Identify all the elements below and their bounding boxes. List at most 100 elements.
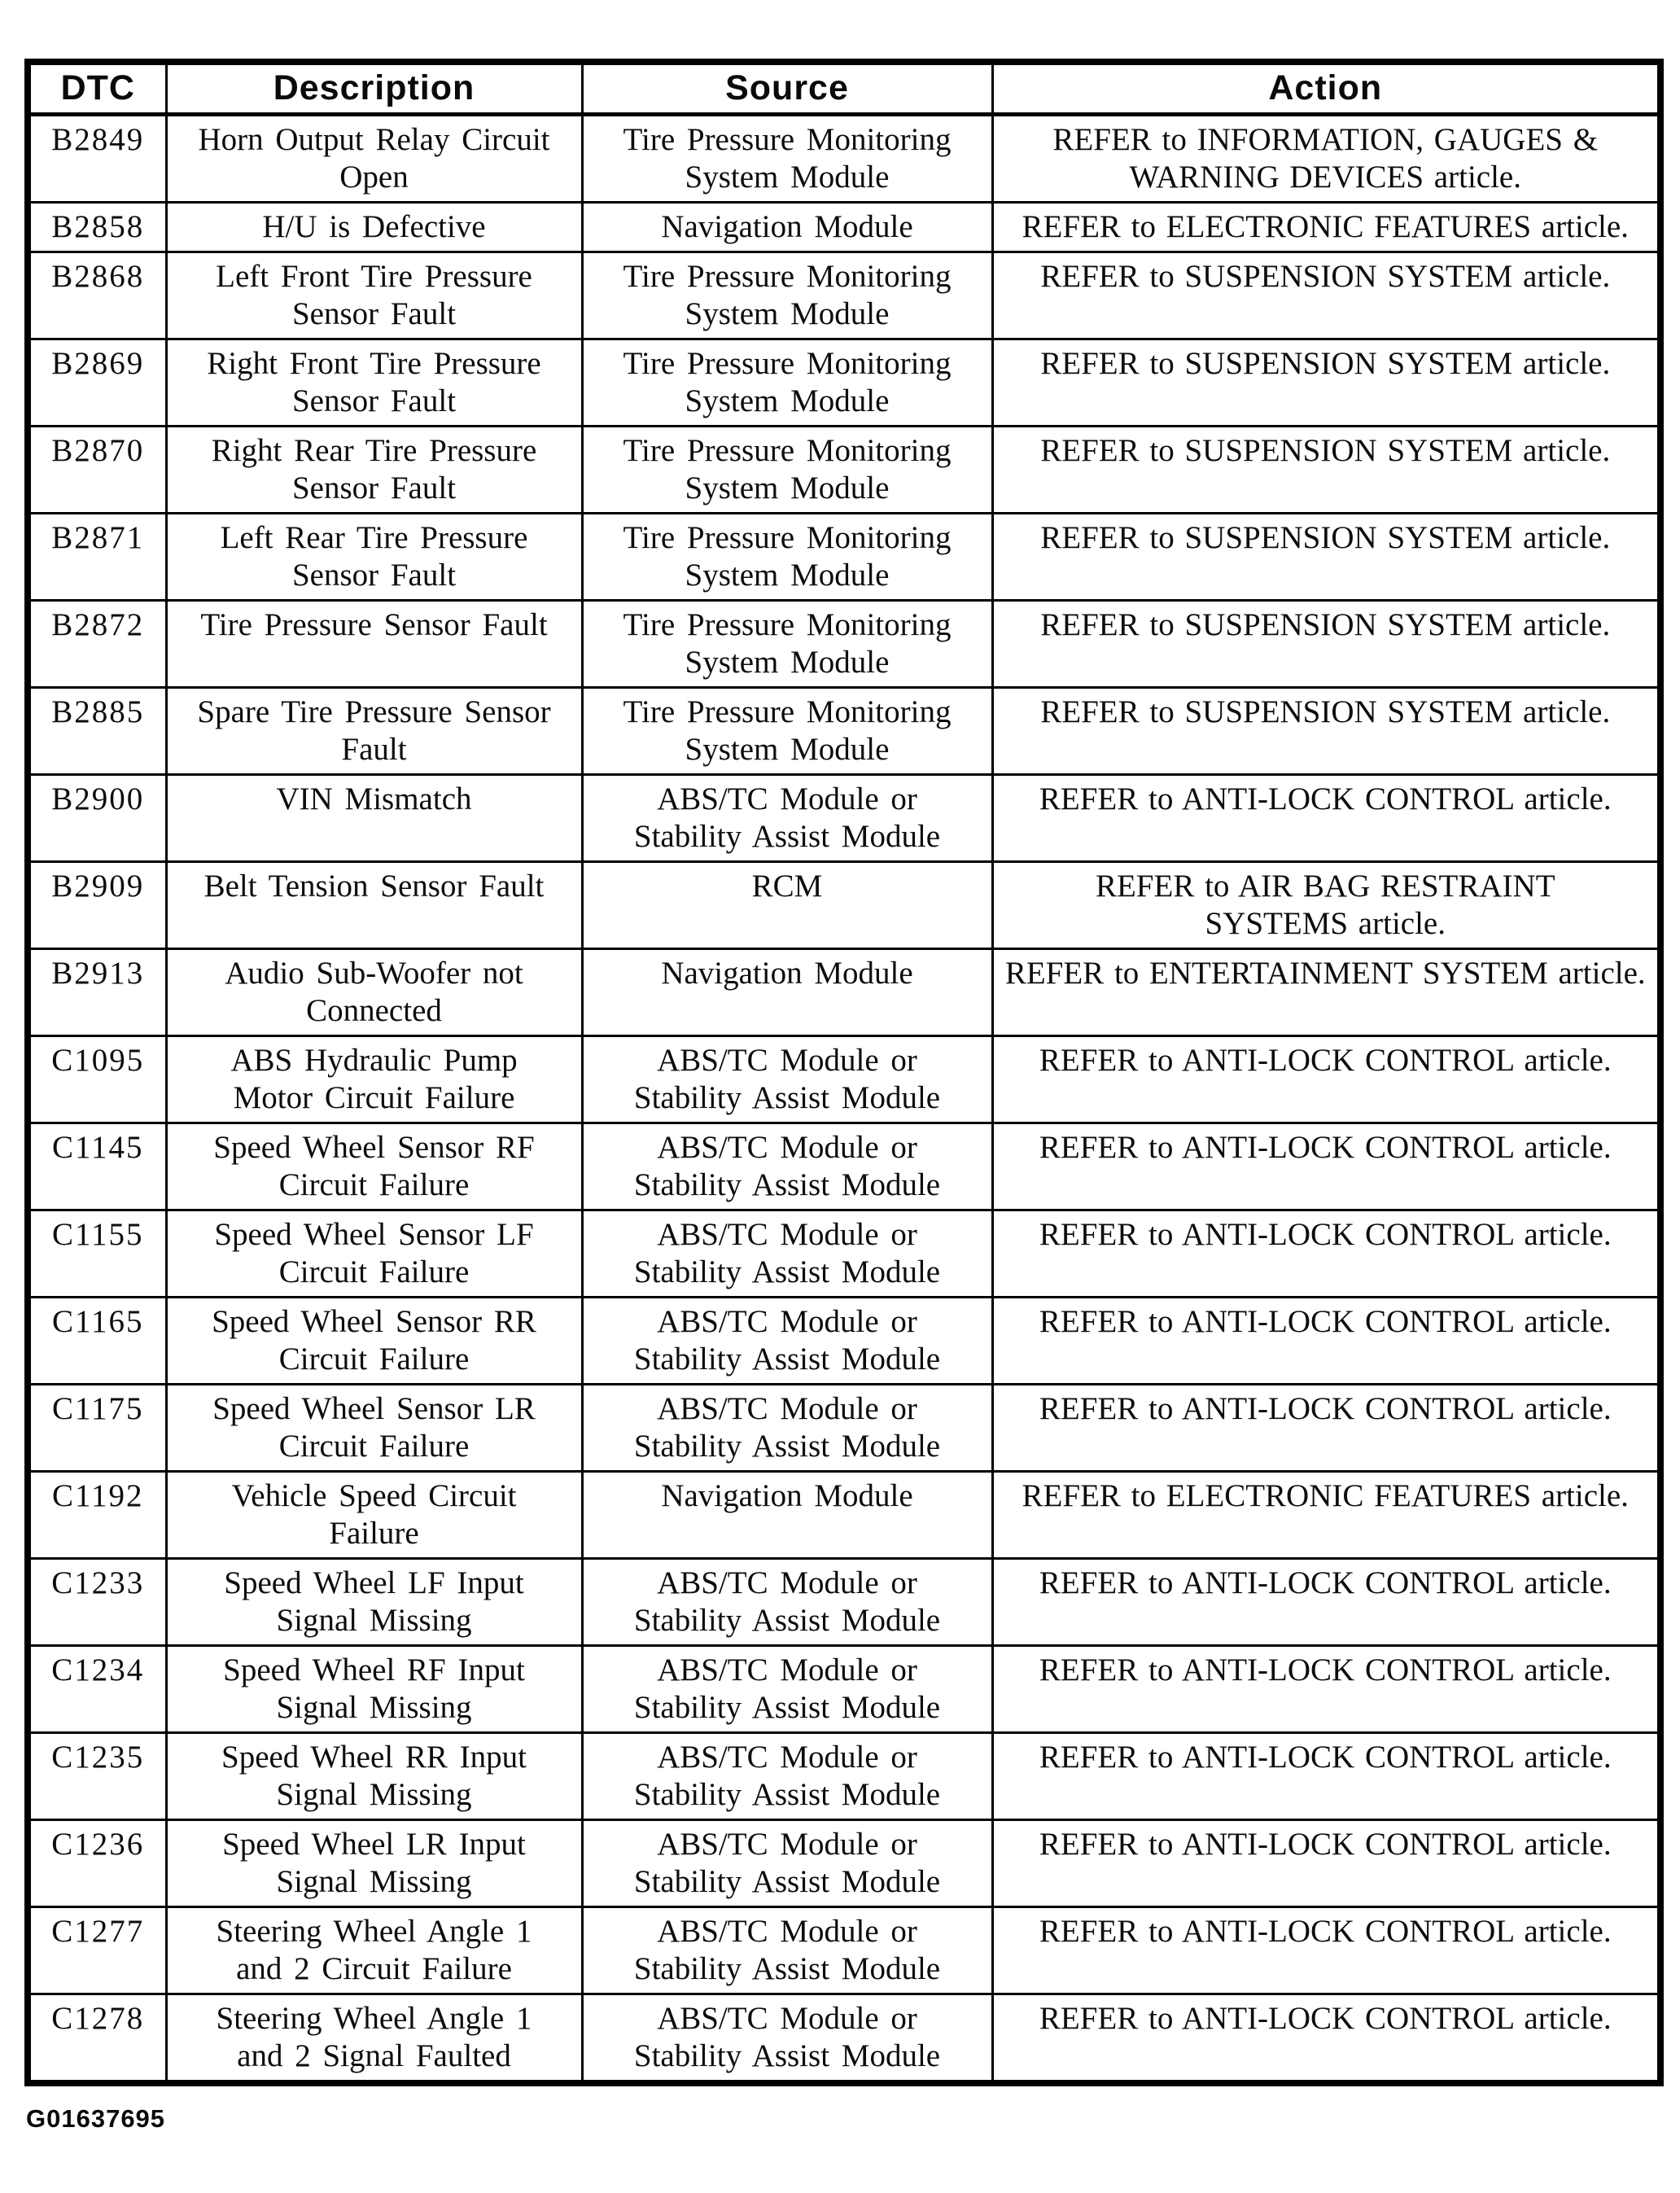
description-cell: Left Rear Tire Pressure Sensor Fault bbox=[164, 512, 584, 602]
source-cell: RCM bbox=[580, 860, 994, 950]
source-cell: ABS/TC Module or Stability Assist Module bbox=[580, 1557, 994, 1647]
description-cell: Speed Wheel LR Input Signal Missing bbox=[164, 1819, 584, 1908]
table-row: C1233 Speed Wheel LF Input Signal Missing… bbox=[26, 1557, 1662, 1647]
dtc-cell: B2858 bbox=[26, 201, 168, 253]
action-cell: REFER to ENTERTAINMENT SYSTEM article. bbox=[991, 948, 1662, 1037]
dtc-cell: C1235 bbox=[26, 1731, 168, 1821]
action-cell: REFER to AIR BAG RESTRAINT SYSTEMS artic… bbox=[991, 860, 1662, 950]
action-cell: REFER to ANTI-LOCK CONTROL article. bbox=[991, 1644, 1662, 1734]
dtc-table: DTC Description Source Action B2849 Horn … bbox=[24, 59, 1664, 2086]
dtc-cell: B2871 bbox=[26, 512, 168, 602]
action-cell: REFER to ANTI-LOCK CONTROL article. bbox=[991, 1906, 1662, 1995]
table-row: C1235 Speed Wheel RR Input Signal Missing… bbox=[26, 1731, 1662, 1821]
description-cell: Speed Wheel Sensor LR Circuit Failure bbox=[164, 1383, 584, 1473]
description-cell: Left Front Tire Pressure Sensor Fault bbox=[164, 251, 584, 340]
dtc-cell: B2885 bbox=[26, 686, 168, 776]
table-row: B2872 Tire Pressure Sensor Fault Tire Pres… bbox=[26, 599, 1662, 689]
source-cell: ABS/TC Module or Stability Assist Module bbox=[580, 1731, 994, 1821]
dtc-cell: C1095 bbox=[26, 1035, 168, 1124]
source-cell: ABS/TC Module or Stability Assist Module bbox=[580, 1122, 994, 1211]
table-row: B2870 Right Rear Tire Pressure Sensor Fau… bbox=[26, 425, 1662, 514]
source-cell: ABS/TC Module or Stability Assist Module bbox=[580, 1906, 994, 1995]
source-cell: ABS/TC Module or Stability Assist Module bbox=[580, 1993, 994, 2085]
action-cell: REFER to ANTI-LOCK CONTROL article. bbox=[991, 1819, 1662, 1908]
table-row: C1234 Speed Wheel RF Input Signal Missing… bbox=[26, 1644, 1662, 1734]
dtc-cell: B2900 bbox=[26, 773, 168, 863]
table-row: C1145 Speed Wheel Sensor RF Circuit Failu… bbox=[26, 1122, 1662, 1211]
source-cell: ABS/TC Module or Stability Assist Module bbox=[580, 1644, 994, 1734]
source-cell: Navigation Module bbox=[580, 1470, 994, 1560]
figure-id-label: G01637695 bbox=[26, 2104, 166, 2133]
action-cell: REFER to SUSPENSION SYSTEM article. bbox=[991, 599, 1662, 689]
action-cell: REFER to ELECTRONIC FEATURES article. bbox=[991, 201, 1662, 253]
dtc-cell: B2849 bbox=[26, 113, 168, 204]
source-cell: ABS/TC Module or Stability Assist Module bbox=[580, 1296, 994, 1385]
dtc-cell: C1234 bbox=[26, 1644, 168, 1734]
description-cell: H/U is Defective bbox=[164, 201, 584, 253]
table-row: B2858 H/U is Defective Navigation Module RE… bbox=[26, 201, 1662, 253]
dtc-cell: C1175 bbox=[26, 1383, 168, 1473]
header-row: DTC Description Source Action bbox=[26, 60, 1662, 116]
action-cell: REFER to SUSPENSION SYSTEM article. bbox=[991, 512, 1662, 602]
dtc-cell: C1233 bbox=[26, 1557, 168, 1647]
column-header-dtc: DTC bbox=[26, 60, 168, 116]
source-cell: ABS/TC Module or Stability Assist Module bbox=[580, 1819, 994, 1908]
description-cell: Speed Wheel Sensor LF Circuit Failure bbox=[164, 1209, 584, 1298]
dtc-cell: C1278 bbox=[26, 1993, 168, 2085]
column-header-source: Source bbox=[580, 60, 994, 116]
dtc-cell: B2872 bbox=[26, 599, 168, 689]
dtc-cell: C1145 bbox=[26, 1122, 168, 1211]
dtc-cell: B2870 bbox=[26, 425, 168, 514]
table-row: C1175 Speed Wheel Sensor LR Circuit Failu… bbox=[26, 1383, 1662, 1473]
action-cell: REFER to ANTI-LOCK CONTROL article. bbox=[991, 1993, 1662, 2085]
table-row: C1155 Speed Wheel Sensor LF Circuit Failu… bbox=[26, 1209, 1662, 1298]
action-cell: REFER to ANTI-LOCK CONTROL article. bbox=[991, 773, 1662, 863]
source-cell: ABS/TC Module or Stability Assist Module bbox=[580, 1035, 994, 1124]
table-row: B2871 Left Rear Tire Pressure Sensor Faul… bbox=[26, 512, 1662, 602]
table-row: C1165 Speed Wheel Sensor RR Circuit Failu… bbox=[26, 1296, 1662, 1385]
source-cell: Tire Pressure Monitoring System Module bbox=[580, 686, 994, 776]
column-header-action: Action bbox=[991, 60, 1662, 116]
source-cell: Tire Pressure Monitoring System Module bbox=[580, 512, 994, 602]
table-row: B2909 Belt Tension Sensor Fault RCM REFER t… bbox=[26, 860, 1662, 950]
column-header-description: Description bbox=[164, 60, 584, 116]
source-cell: Navigation Module bbox=[580, 201, 994, 253]
description-cell: Horn Output Relay Circuit Open bbox=[164, 113, 584, 204]
description-cell: Steering Wheel Angle 1 and 2 Signal Faul… bbox=[164, 1993, 584, 2085]
source-cell: Navigation Module bbox=[580, 948, 994, 1037]
table-row: B2868 Left Front Tire Pressure Sensor Fau… bbox=[26, 251, 1662, 340]
description-cell: Audio Sub-Woofer not Connected bbox=[164, 948, 584, 1037]
action-cell: REFER to SUSPENSION SYSTEM article. bbox=[991, 251, 1662, 340]
description-cell: Speed Wheel Sensor RR Circuit Failure bbox=[164, 1296, 584, 1385]
description-cell: Speed Wheel LF Input Signal Missing bbox=[164, 1557, 584, 1647]
action-cell: REFER to ANTI-LOCK CONTROL article. bbox=[991, 1122, 1662, 1211]
description-cell: Speed Wheel RR Input Signal Missing bbox=[164, 1731, 584, 1821]
dtc-cell: C1236 bbox=[26, 1819, 168, 1908]
source-cell: Tire Pressure Monitoring System Module bbox=[580, 251, 994, 340]
table-row: C1095 ABS Hydraulic Pump Motor Circuit Fa… bbox=[26, 1035, 1662, 1124]
table-row: B2913 Audio Sub-Woofer not Connected Navig… bbox=[26, 948, 1662, 1037]
description-cell: Tire Pressure Sensor Fault bbox=[164, 599, 584, 689]
table-row: B2885 Spare Tire Pressure Sensor Fault Tir… bbox=[26, 686, 1662, 776]
action-cell: REFER to ANTI-LOCK CONTROL article. bbox=[991, 1209, 1662, 1298]
action-cell: REFER to ANTI-LOCK CONTROL article. bbox=[991, 1731, 1662, 1821]
description-cell: VIN Mismatch bbox=[164, 773, 584, 863]
dtc-cell: C1155 bbox=[26, 1209, 168, 1298]
description-cell: Speed Wheel Sensor RF Circuit Failure bbox=[164, 1122, 584, 1211]
table-row: C1192 Vehicle Speed Circuit Failure Naviga… bbox=[26, 1470, 1662, 1560]
source-cell: Tire Pressure Monitoring System Module bbox=[580, 113, 994, 204]
dtc-cell: C1192 bbox=[26, 1470, 168, 1560]
table-row: C1278 Steering Wheel Angle 1 and 2 Signal… bbox=[26, 1993, 1662, 2085]
action-cell: REFER to SUSPENSION SYSTEM article. bbox=[991, 686, 1662, 776]
dtc-cell: C1165 bbox=[26, 1296, 168, 1385]
description-cell: Right Front Tire Pressure Sensor Fault bbox=[164, 338, 584, 427]
source-cell: ABS/TC Module or Stability Assist Module bbox=[580, 1383, 994, 1473]
description-cell: ABS Hydraulic Pump Motor Circuit Failure bbox=[164, 1035, 584, 1124]
description-cell: Belt Tension Sensor Fault bbox=[164, 860, 584, 950]
source-cell: ABS/TC Module or Stability Assist Module bbox=[580, 1209, 994, 1298]
table-row: B2869 Right Front Tire Pressure Sensor Fa… bbox=[26, 338, 1662, 427]
action-cell: REFER to ANTI-LOCK CONTROL article. bbox=[991, 1296, 1662, 1385]
dtc-cell: B2868 bbox=[26, 251, 168, 340]
description-cell: Steering Wheel Angle 1 and 2 Circuit Fai… bbox=[164, 1906, 584, 1995]
